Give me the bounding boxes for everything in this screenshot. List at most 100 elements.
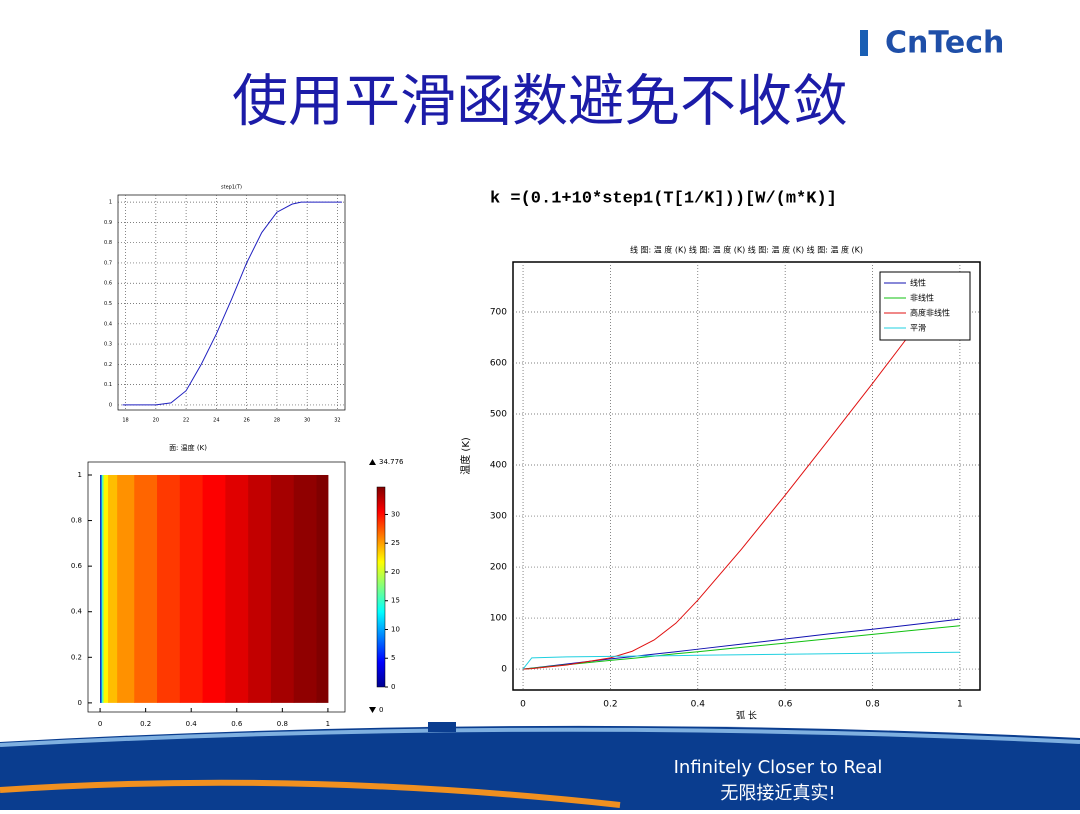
x-tick-label: 26 [243,418,249,424]
y-tick-label: 1 [109,200,112,206]
surface-cell [225,474,249,703]
x-tick-label: 1 [326,720,330,728]
y-tick-label: 0 [109,402,112,408]
surface-cell [202,474,226,703]
footer-band [0,725,1080,810]
footer-accent [0,779,621,808]
y-tick-label: 0.9 [104,220,112,226]
y-tick-label: 0.7 [104,260,112,266]
series-line [523,337,908,670]
plot-area [87,461,346,713]
surface-cell [248,474,272,703]
chart-title: 面: 温度 (K) [169,443,207,452]
plot-area [512,261,981,691]
series-line [522,625,960,670]
x-tick-label: 0.4 [691,700,706,710]
surface-cell [316,474,329,703]
y-tick-label: 0.2 [104,362,112,368]
legend-label: 高度非线性 [910,308,950,318]
surface-cell [117,474,135,703]
logo-icon [860,30,868,56]
y-tick-label: 300 [490,512,507,522]
surface-cell [179,474,204,703]
logo: CnTech [885,26,1004,61]
x-tick-label: 0.2 [603,700,617,710]
footer-slogan-cn: 无限接近真实! [720,783,835,804]
y-tick-label: 0.6 [104,281,112,287]
x-tick-label: 0.6 [778,700,793,710]
y-tick-label: 0.6 [71,562,83,570]
x-tick-label: 0.8 [277,720,288,728]
slide-title: 使用平滑函数避免不收敛 [232,70,848,135]
y-tick-label: 0 [78,699,82,707]
x-tick-label: 0.4 [186,720,198,728]
legend-label: 平滑 [910,323,926,333]
surface-cell [103,474,109,703]
x-tick-label: 24 [213,418,219,424]
legend-box [879,271,971,341]
colorbar-tick-label: 15 [391,597,400,605]
x-tick-label: 32 [334,418,340,424]
y-tick-label: 0.2 [71,653,82,661]
y-tick-label: 1 [78,471,82,479]
footer-stripe [0,727,1080,747]
colorbar-tick-label: 0 [391,683,395,691]
chart-title: step1(T) [221,185,242,191]
y-tick-label: 0.8 [104,240,112,246]
cmin-marker [369,707,376,713]
colorbar-min: 0 [379,706,383,714]
colorbar-tick-label: 5 [391,654,395,662]
y-tick-label: 500 [490,410,507,420]
x-tick-label: 22 [183,418,189,424]
surface-cell [134,474,158,703]
surface-cell [108,474,118,703]
x-tick-label: 20 [153,418,159,424]
cmax-marker [369,459,376,465]
y-tick-label: 700 [490,307,507,317]
series-line [522,618,960,670]
y-tick-label: 600 [490,359,507,369]
colorbar-tick-label: 20 [391,568,400,576]
y-tick-label: 0.3 [104,342,112,348]
colorbar-tick-label: 30 [391,510,400,518]
footer-slogan: Infinitely Closer to Real [674,757,883,778]
y-tick-label: 0.8 [71,517,82,525]
y-tick-label: 0.5 [104,301,112,307]
y-tick-label: 200 [490,563,507,573]
x-tick-label: 0 [520,700,526,710]
legend-label: 线性 [910,278,926,288]
colorbar-tick-label: 25 [391,539,400,547]
legend-label: 非线性 [910,293,934,303]
y-axis-label: 温度 (K) [459,437,472,475]
x-tick-label: 28 [274,418,280,424]
y-tick-label: 0.4 [104,321,112,327]
formula: k =(0.1+10*step1(T[1/K]))[W/(m*K)] [490,189,837,208]
y-tick-label: 0 [501,665,507,675]
surface-cell [100,474,103,703]
x-tick-label: 0.6 [231,720,243,728]
x-tick-label: 30 [304,418,310,424]
x-tick-label: 1 [957,700,963,710]
x-axis-label: 弧 长 [736,710,757,722]
surface-cell [293,474,318,703]
surface-cell [157,474,181,703]
y-tick-label: 400 [490,461,507,471]
footer-tab [428,722,456,732]
series-line [122,201,342,406]
chart-title: 线 图: 温 度 (K) 线 图: 温 度 (K) 线 图: 温 度 (K) 线… [630,245,863,255]
x-tick-label: 0.2 [140,720,151,728]
y-tick-label: 0.4 [71,608,83,616]
colorbar-max: 34.776 [379,458,404,466]
x-tick-label: 18 [122,418,128,424]
surface-cell [100,474,102,703]
x-tick-label: 0.8 [865,700,880,710]
colorbar-tick-label: 10 [391,625,400,633]
colorbar [376,486,386,688]
surface-cell [270,474,295,703]
plot-area [117,194,346,411]
y-tick-label: 100 [490,614,507,624]
surface-cell [101,474,104,703]
x-tick-label: 0 [98,720,102,728]
series-line [522,651,960,670]
